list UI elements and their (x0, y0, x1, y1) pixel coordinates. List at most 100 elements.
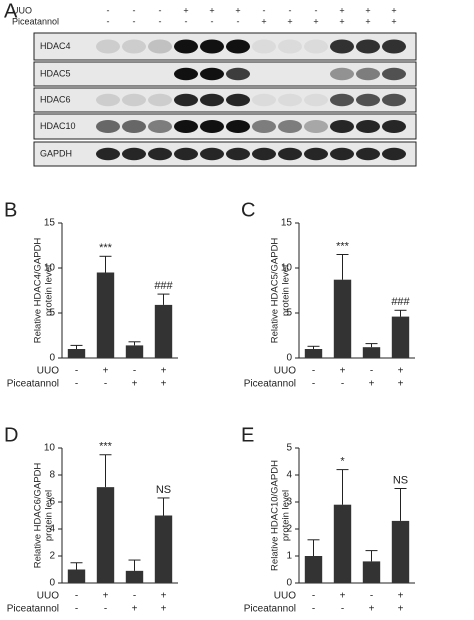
x-tick-label: + (398, 604, 404, 615)
blot-band (278, 93, 302, 107)
y-tick-label: 15 (281, 218, 293, 229)
x-row-name: Piceatannol (7, 379, 59, 390)
condition-name: UUO (12, 5, 32, 15)
blot-band (226, 147, 250, 161)
blot-band (174, 147, 198, 161)
x-tick-label: - (75, 366, 78, 377)
x-tick-label: + (398, 591, 404, 602)
condition-sign: + (261, 16, 266, 26)
condition-sign: - (107, 5, 110, 15)
condition-sign: - (159, 5, 162, 15)
significance-label: NS (156, 484, 171, 496)
y-tick-label: 8 (49, 470, 55, 481)
condition-sign: + (235, 5, 240, 15)
blot-band (148, 120, 172, 133)
chart-panel: E Relative HDAC10/GAPDH protein level 0 1 2 3 4… (241, 424, 415, 615)
y-tick-label: 15 (44, 218, 56, 229)
blot-band (356, 120, 380, 133)
condition-sign: - (263, 5, 266, 15)
condition-sign: - (211, 16, 214, 26)
blot-band (200, 120, 224, 133)
x-row-name: UUO (274, 591, 296, 602)
bar (304, 556, 323, 583)
x-tick-label: + (161, 379, 167, 390)
bar (333, 504, 352, 583)
x-tick-label: - (104, 379, 107, 390)
chart-panel: D Relative HDAC6/GAPDH protein level 0 2 4 6 8 1… (4, 424, 178, 615)
blot-band (252, 120, 276, 133)
x-tick-label: - (312, 591, 315, 602)
x-tick-label: - (312, 604, 315, 615)
chart-panel: B Relative HDAC4/GAPDH protein level 0 5 10 15… (4, 199, 178, 390)
x-tick-label: + (103, 591, 109, 602)
x-tick-label: - (75, 604, 78, 615)
condition-sign: + (365, 16, 370, 26)
x-tick-label: + (161, 604, 167, 615)
blot-band (382, 147, 406, 161)
condition-sign: - (133, 16, 136, 26)
blot-band (148, 147, 172, 161)
x-row-name: Piceatannol (244, 379, 296, 390)
y-axis-label: Relative HDAC10/GAPDH (270, 460, 281, 571)
condition-sign: - (159, 16, 162, 26)
x-tick-label: - (75, 379, 78, 390)
bar (362, 347, 381, 358)
blot-band (174, 39, 198, 54)
blot-band (200, 39, 224, 54)
y-tick-label: 0 (49, 578, 55, 589)
y-tick-label: 0 (286, 578, 292, 589)
blot-band (174, 120, 198, 133)
blot-band (226, 120, 250, 133)
significance-label: *** (336, 240, 350, 252)
panel-label: B (4, 199, 17, 221)
x-tick-label: + (369, 604, 375, 615)
y-tick-label: 10 (44, 443, 56, 454)
bar (391, 316, 410, 358)
blot-band (226, 93, 250, 107)
y-axis-label: Relative HDAC5/GAPDH (270, 238, 281, 344)
y-axis-label: protein level (281, 490, 292, 541)
x-tick-label: - (312, 366, 315, 377)
blot-band (174, 93, 198, 107)
bar (304, 349, 323, 358)
y-tick-label: 5 (49, 308, 55, 319)
bar (391, 520, 410, 583)
blot-band (330, 120, 354, 133)
blot-band (356, 67, 380, 81)
significance-label: ### (391, 296, 410, 308)
y-tick-label: 6 (49, 497, 55, 508)
condition-sign: + (209, 5, 214, 15)
x-tick-label: - (104, 604, 107, 615)
x-tick-label: - (341, 379, 344, 390)
bar (154, 304, 173, 358)
significance-label: ### (154, 280, 173, 292)
x-tick-label: + (161, 591, 167, 602)
blot-band (122, 93, 146, 107)
blot-band (304, 39, 328, 54)
blot-band (278, 147, 302, 161)
x-tick-label: - (312, 379, 315, 390)
condition-sign: + (391, 16, 396, 26)
bar (125, 570, 144, 583)
band-label: HDAC10 (40, 121, 76, 131)
x-tick-label: + (369, 379, 375, 390)
blot-band (278, 120, 302, 133)
y-tick-label: 0 (49, 353, 55, 364)
blot-band (252, 147, 276, 161)
condition-sign: - (185, 16, 188, 26)
blot-band (96, 147, 120, 161)
y-tick-label: 2 (286, 524, 292, 535)
condition-sign: - (237, 16, 240, 26)
band-label: HDAC4 (40, 41, 71, 51)
y-tick-label: 4 (49, 524, 55, 535)
blot-band (96, 120, 120, 133)
blot-band (96, 39, 120, 54)
blot-band (330, 39, 354, 54)
bar (96, 272, 115, 358)
y-axis-label: Relative HDAC4/GAPDH (33, 238, 44, 344)
blot-band (200, 93, 224, 107)
blot-band (122, 147, 146, 161)
y-tick-label: 0 (286, 353, 292, 364)
